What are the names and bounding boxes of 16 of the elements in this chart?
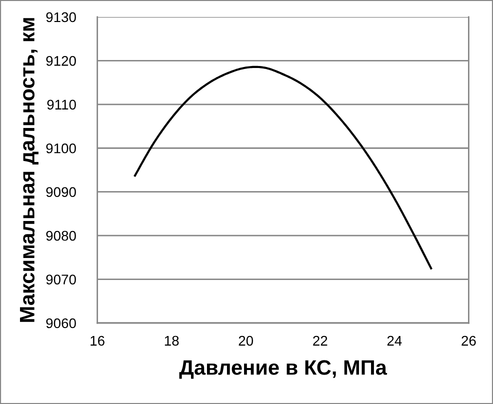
y-tick-label: 9110 xyxy=(47,100,76,110)
y-tick-label: 9120 xyxy=(46,56,76,66)
x-axis-title: Давление в КС, МПа xyxy=(179,360,388,379)
x-tick-label: 18 xyxy=(164,336,179,346)
y-tick-label: 9100 xyxy=(46,143,76,154)
y-tick-label: 9090 xyxy=(46,187,76,198)
y-tick-label: 9060 xyxy=(46,318,76,328)
x-tick-label: 16 xyxy=(90,336,104,346)
y-tick-label: 9080 xyxy=(46,230,76,241)
x-tick-label: 22 xyxy=(313,336,328,346)
y-axis-title: Максимальная дальность, км xyxy=(20,18,38,322)
x-tick-label: 24 xyxy=(387,336,402,346)
y-tick-label: 9130 xyxy=(46,12,76,22)
x-tick-label: 26 xyxy=(462,336,476,346)
x-tick-label: 20 xyxy=(238,336,254,346)
y-tick-label: 9070 xyxy=(46,274,76,284)
